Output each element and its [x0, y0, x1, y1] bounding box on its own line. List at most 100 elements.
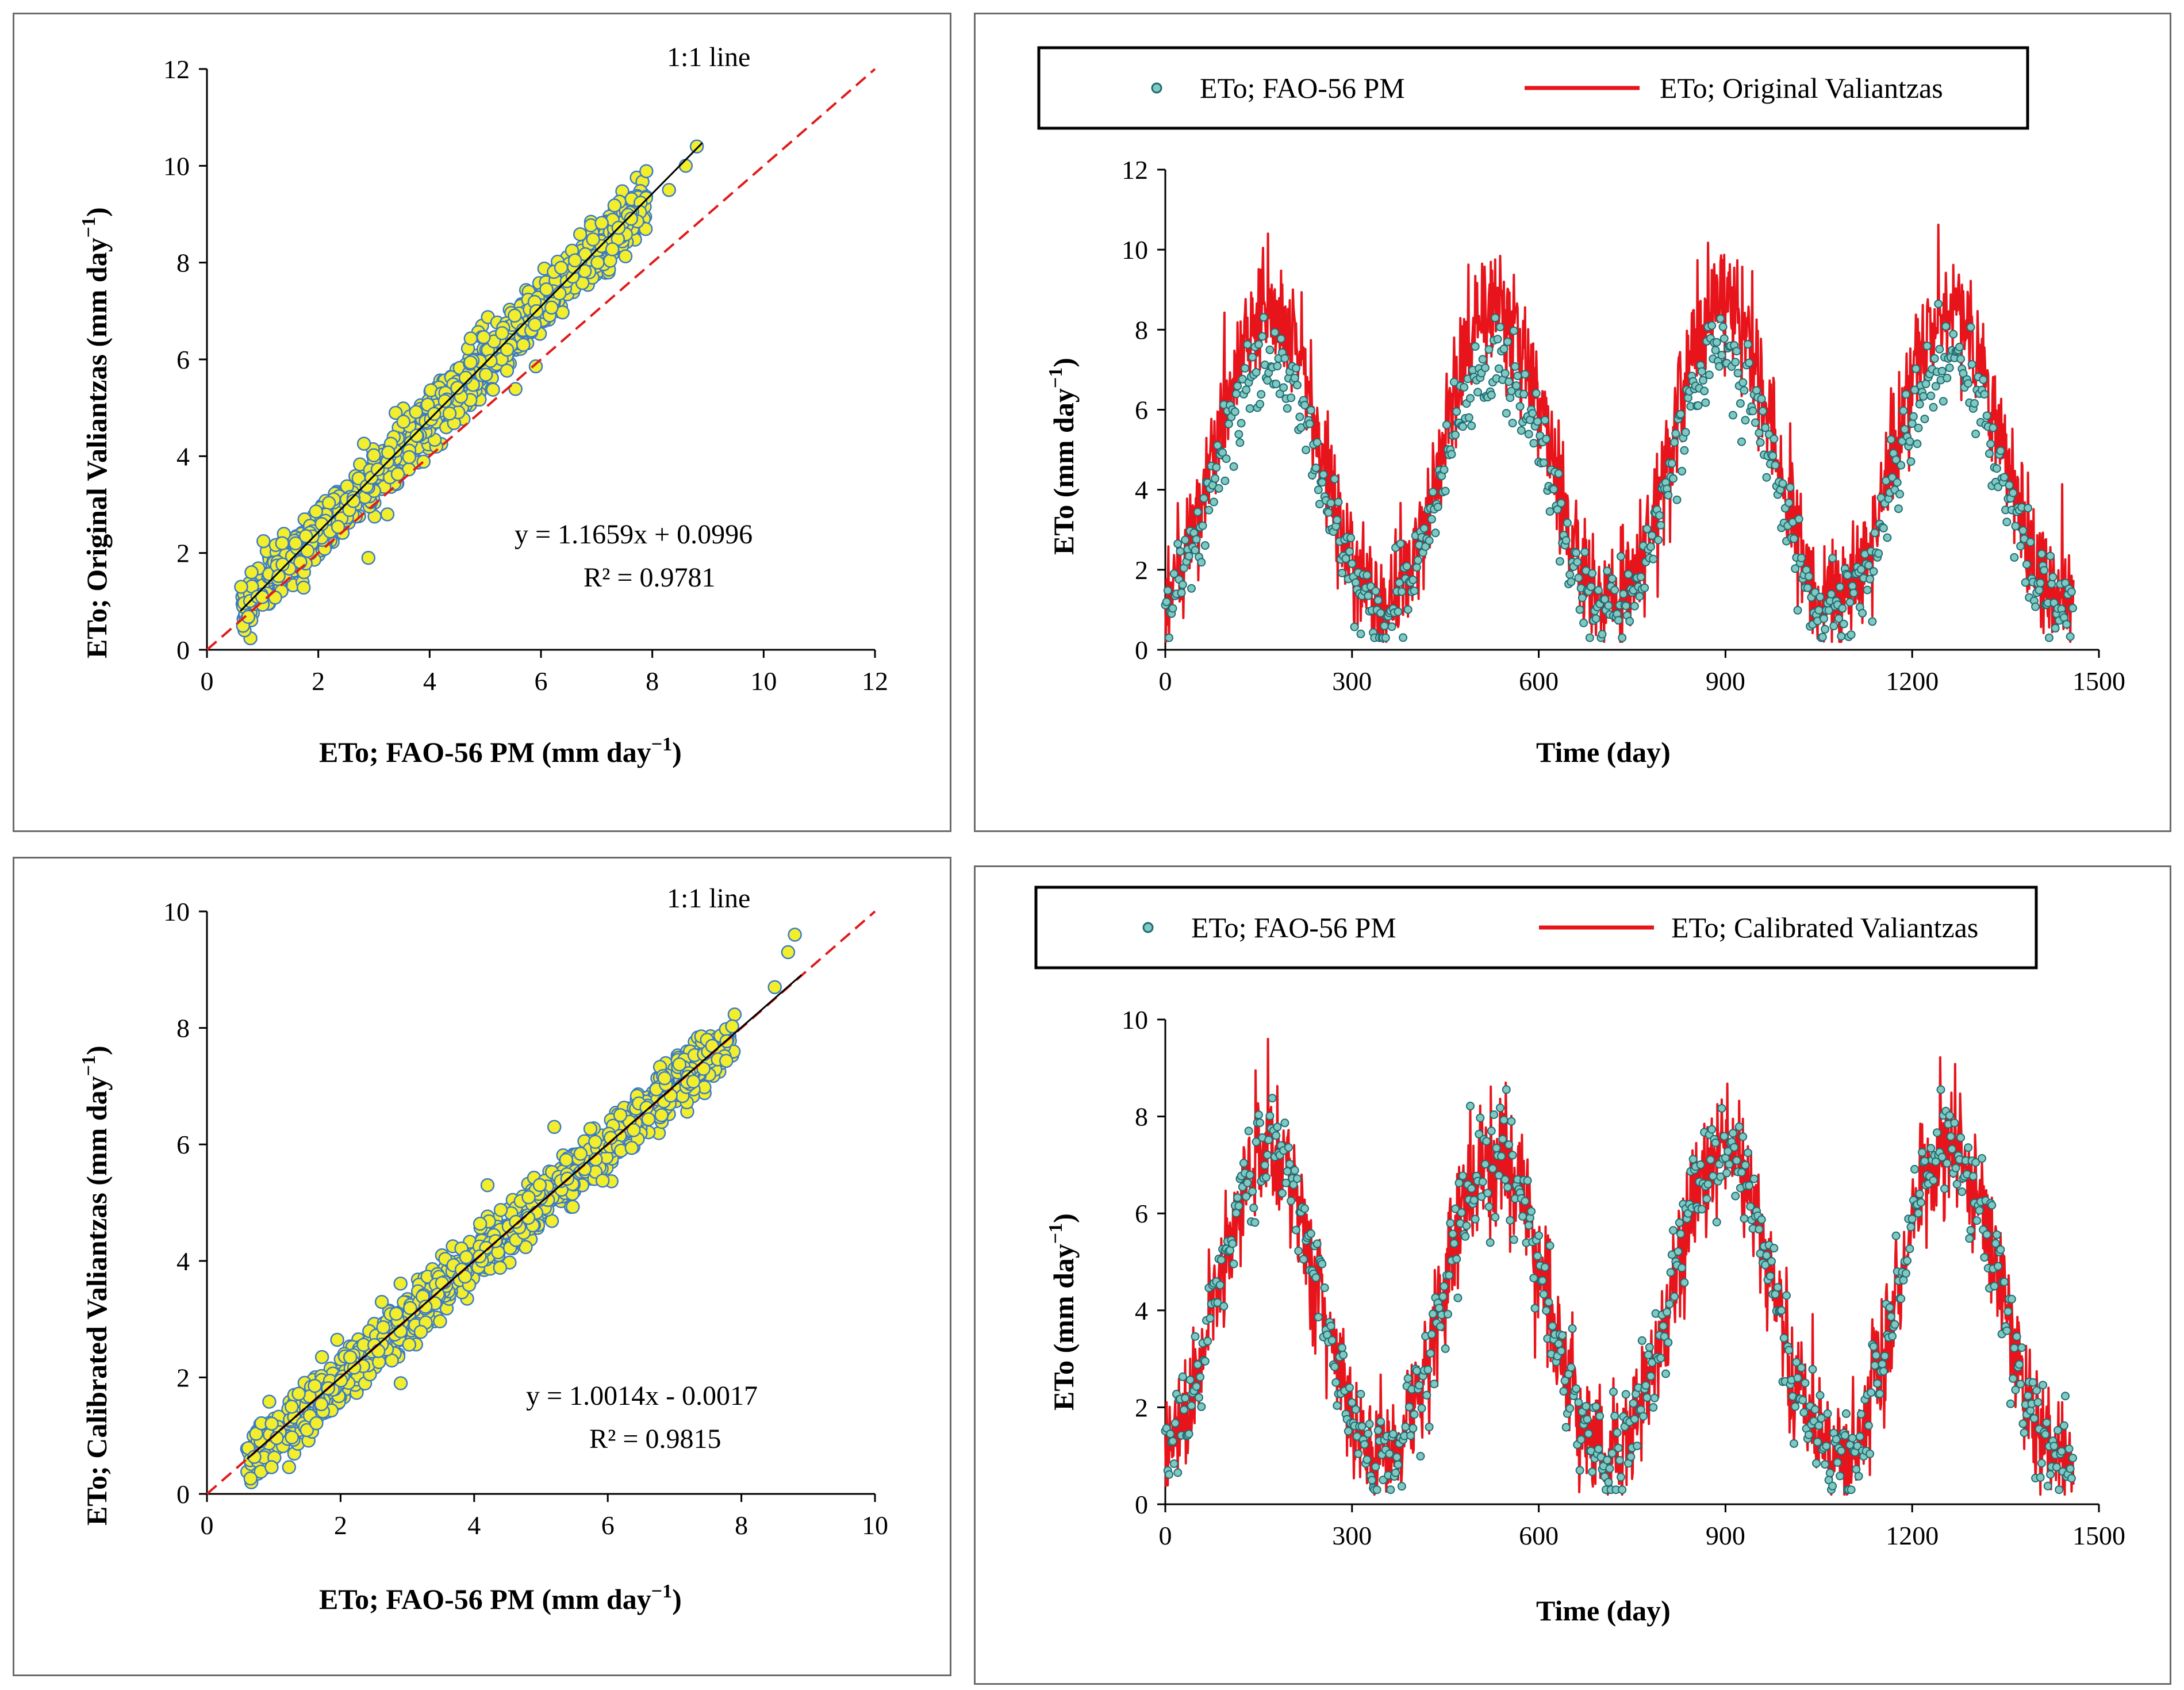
series-point-fao [1445, 1271, 1454, 1280]
data-point [594, 216, 609, 231]
series-point-fao [1461, 1232, 1470, 1241]
series-point-fao [1773, 1283, 1782, 1292]
series-point-fao [1966, 323, 1975, 332]
series-point-fao [1913, 439, 1922, 449]
series-point-fao [1843, 570, 1852, 580]
series-point-fao [1640, 583, 1649, 592]
series-point-fao [1724, 1147, 1733, 1156]
series-point-fao [1992, 1230, 2001, 1239]
series-point-fao [2067, 587, 2076, 596]
data-point [508, 308, 522, 323]
series-point-fao [1940, 1184, 1949, 1193]
series-point-fao [1669, 1226, 1678, 1235]
series-point-fao [1798, 1396, 1807, 1405]
series-point-fao [1856, 1409, 1866, 1419]
series-point-fao [1755, 1225, 1764, 1234]
series-point-fao [1504, 1140, 1514, 1149]
series-point-fao [1971, 1158, 1980, 1167]
series-point-fao [1770, 434, 1779, 443]
regression-line [246, 974, 803, 1460]
series-point-fao [1762, 1251, 1771, 1260]
series-point-fao [2003, 1307, 2013, 1316]
data-point [528, 317, 542, 332]
series-point-fao [1211, 474, 1220, 483]
series-point-fao [2009, 488, 2018, 497]
series-point-fao [1574, 1398, 1583, 1407]
series-point-fao [1273, 1122, 1282, 1132]
data-point [370, 462, 385, 477]
data-point [389, 1306, 404, 1321]
series-point-fao [1728, 1129, 1737, 1138]
series-point-fao [1481, 363, 1490, 373]
series-point-fao [1762, 473, 1771, 482]
series-point-fao [1614, 1443, 1623, 1453]
series-point-fao [1532, 389, 1541, 398]
series-point-fao [1542, 1306, 1551, 1315]
y-tick-label: 4 [176, 1247, 190, 1276]
data-point [346, 494, 361, 508]
y-tick-label: 2 [1135, 555, 1148, 585]
series-point-fao [1265, 345, 1275, 354]
series-point-fao [1513, 371, 1522, 381]
y-tick-label: 10 [1122, 235, 1148, 265]
series-point-fao [1991, 1239, 2000, 1248]
series-point-fao [1907, 1214, 1917, 1224]
series-point-fao [1705, 370, 1714, 380]
series-point-fao [1169, 569, 1179, 578]
series-point-fao [1741, 416, 1750, 425]
series-point-fao [1604, 1478, 1613, 1487]
data-point [607, 198, 622, 213]
series-point-fao [1591, 1402, 1600, 1411]
data-point [393, 1376, 408, 1390]
series-point-fao [1912, 364, 1921, 373]
data-point [403, 1301, 417, 1316]
series-point-fao [1870, 1361, 1879, 1370]
data-point [566, 1200, 580, 1214]
series-point-fao [1956, 354, 1966, 363]
data-point [588, 1135, 602, 1149]
series-point-fao [1181, 535, 1190, 545]
series-point-fao [1794, 515, 1803, 524]
series-point-fao [1598, 630, 1607, 639]
series-point-fao [1817, 1413, 1826, 1423]
data-point [275, 557, 290, 572]
series-point-fao [1894, 504, 1903, 513]
series-point-fao [1318, 478, 1327, 487]
y-tick-label: 4 [1135, 1296, 1148, 1325]
series-point-fao [1231, 1209, 1241, 1218]
series-point-fao [1260, 1160, 1269, 1170]
series-point-fao [1828, 554, 1837, 563]
series-point-fao [1345, 1383, 1354, 1392]
series-point-fao [1678, 1263, 1687, 1273]
series-point-fao [1326, 499, 1335, 508]
series-point-fao [1732, 347, 1741, 356]
series-point-fao [2068, 1454, 2077, 1463]
series-point-fao [1471, 1214, 1480, 1224]
series-point-fao [1402, 562, 1411, 571]
series-point-fao [1289, 1180, 1298, 1189]
series-point-fao [1966, 1226, 1975, 1235]
series-point-fao [2036, 578, 2045, 588]
series-point-fao [1716, 314, 1725, 323]
data-point [247, 1450, 262, 1464]
series-point-fao [1258, 332, 1267, 341]
series-point-fao [1891, 455, 1901, 464]
series-point-fao [1362, 570, 1372, 580]
data-point [624, 1141, 639, 1155]
series-point-fao [1184, 551, 1193, 561]
series-point-fao [1395, 578, 1404, 587]
series-point-fao [1561, 536, 1571, 545]
series-point-fao [1295, 412, 1304, 421]
x-tick-label: 2 [334, 1511, 347, 1540]
data-point [296, 580, 311, 595]
series-point-fao [1970, 399, 1979, 408]
series-point-fao [1999, 473, 2009, 482]
series-point-fao [1509, 326, 1518, 335]
series-point-fao [1441, 486, 1450, 496]
series-point-fao [1575, 605, 1584, 614]
data-point [459, 1250, 474, 1264]
series-point-fao [1496, 323, 1504, 332]
series-point-fao [1507, 1117, 1516, 1126]
series-point-fao [1870, 528, 1879, 538]
series-point-fao [1519, 389, 1529, 398]
